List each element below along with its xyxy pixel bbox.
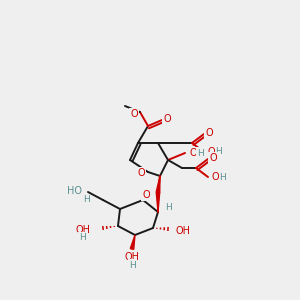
Polygon shape bbox=[130, 235, 135, 249]
Text: O: O bbox=[130, 109, 138, 119]
Polygon shape bbox=[156, 192, 160, 212]
Text: OH: OH bbox=[175, 226, 190, 236]
Text: OH: OH bbox=[124, 252, 140, 262]
Text: HO: HO bbox=[67, 186, 82, 196]
Text: O: O bbox=[205, 128, 213, 138]
Text: O: O bbox=[142, 190, 150, 200]
Text: O: O bbox=[137, 168, 145, 178]
Text: H: H bbox=[129, 260, 135, 269]
Text: OH: OH bbox=[189, 148, 204, 158]
Text: H: H bbox=[165, 202, 171, 211]
Text: H: H bbox=[216, 148, 222, 157]
Text: OH: OH bbox=[208, 147, 223, 157]
Text: H: H bbox=[82, 196, 89, 205]
Text: H: H bbox=[196, 149, 203, 158]
Polygon shape bbox=[156, 176, 160, 192]
Text: H: H bbox=[220, 173, 226, 182]
Text: OH: OH bbox=[212, 172, 227, 182]
Text: OH: OH bbox=[75, 225, 90, 235]
Text: O: O bbox=[209, 153, 217, 163]
Text: O: O bbox=[163, 114, 171, 124]
Text: H: H bbox=[79, 233, 86, 242]
